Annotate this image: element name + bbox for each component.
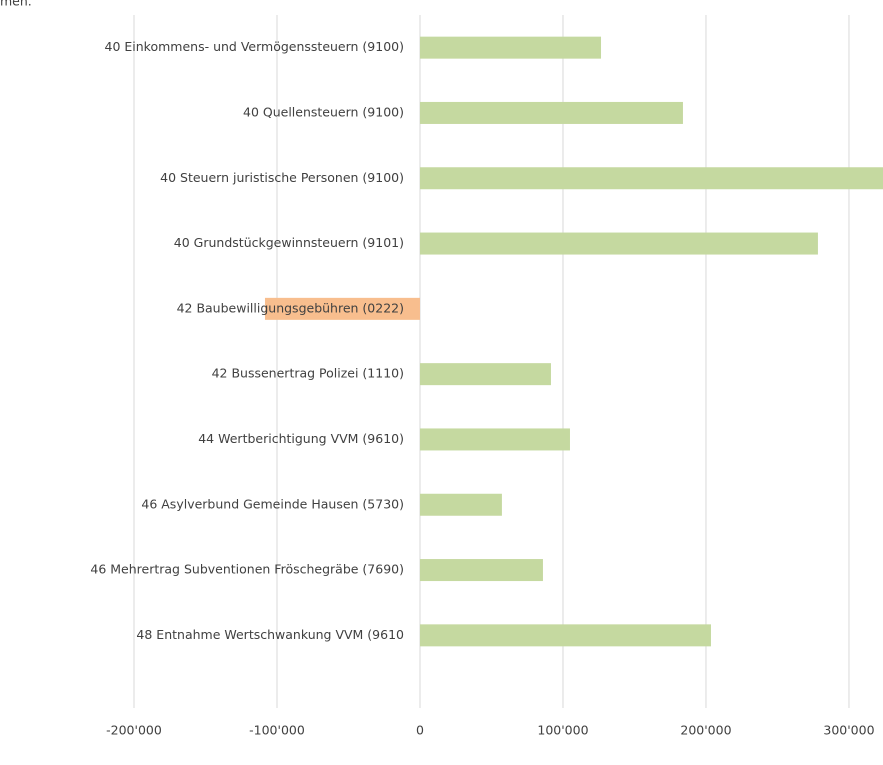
y-tick-label: 46 Mehrertrag Subventionen Fröschegräbe … bbox=[90, 562, 404, 577]
bar bbox=[419, 363, 551, 386]
y-tick-label: 44 Wertberichtigung VVM (9610) bbox=[198, 431, 404, 446]
bar bbox=[419, 101, 683, 124]
y-tick-label: 42 Bussenertrag Polizei (1110) bbox=[212, 366, 404, 381]
bar bbox=[419, 167, 883, 190]
x-tick-label: 100'000 bbox=[537, 723, 588, 738]
chart-title: men. bbox=[0, 0, 32, 9]
bar bbox=[419, 624, 711, 647]
y-tick-label: 40 Quellensteuern (9100) bbox=[243, 104, 404, 119]
bar bbox=[419, 493, 502, 516]
x-tick-label: 200'000 bbox=[680, 723, 731, 738]
x-tick-label: -100'000 bbox=[249, 723, 305, 738]
y-tick-label: 46 Asylverbund Gemeinde Hausen (5730) bbox=[141, 496, 404, 511]
y-tick-label: 42 Baubewilligungsgebühren (0222) bbox=[177, 300, 404, 315]
bar bbox=[419, 232, 818, 255]
bar bbox=[419, 36, 602, 59]
y-tick-label: 40 Steuern juristische Personen (9100) bbox=[160, 170, 404, 185]
bar bbox=[264, 297, 420, 320]
bar bbox=[419, 428, 570, 451]
y-tick-label: 48 Entnahme Wertschwankung VVM (9610 bbox=[136, 627, 404, 642]
y-tick-label: 40 Grundstückgewinnsteuern (9101) bbox=[174, 235, 404, 250]
x-tick-label: 300'000 bbox=[823, 723, 874, 738]
x-tick-label: 0 bbox=[416, 723, 424, 738]
y-tick-label: 40 Einkommens- und Vermögenssteuern (910… bbox=[105, 39, 405, 54]
x-tick-label: -200'000 bbox=[106, 723, 162, 738]
bar bbox=[419, 559, 543, 582]
